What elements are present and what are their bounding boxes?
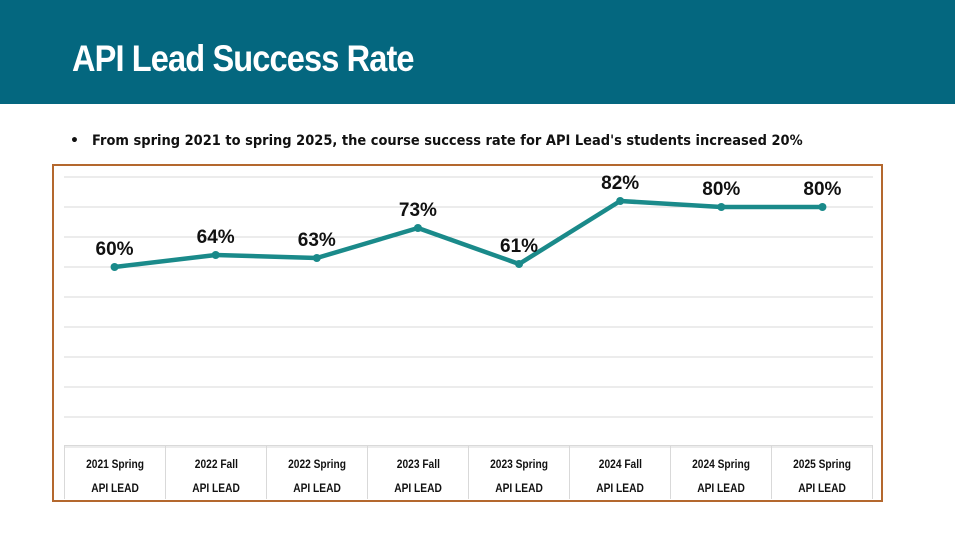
bullet-text: From spring 2021 to spring 2025, the cou… bbox=[92, 133, 803, 149]
category-cell: 2023 Fall API LEAD bbox=[367, 446, 468, 499]
category-group-label: API LEAD bbox=[495, 481, 543, 495]
category-group-label: API LEAD bbox=[293, 481, 341, 495]
data-label: 80% bbox=[702, 179, 740, 200]
category-label: 2021 Spring bbox=[86, 457, 144, 471]
category-label: 2023 Spring bbox=[490, 457, 548, 471]
bullet-point: • From spring 2021 to spring 2025, the c… bbox=[70, 133, 856, 149]
data-point bbox=[312, 254, 321, 262]
header-band: API Lead Success Rate bbox=[0, 0, 955, 104]
data-label: 60% bbox=[96, 239, 134, 260]
category-group-label: API LEAD bbox=[91, 481, 139, 495]
data-point bbox=[515, 260, 524, 268]
bullet-icon: • bbox=[70, 133, 79, 149]
data-point bbox=[717, 203, 726, 211]
category-cell: 2022 Fall API LEAD bbox=[165, 446, 266, 499]
category-cell: 2022 Spring API LEAD bbox=[266, 446, 367, 499]
category-axis-table: 2021 Spring API LEAD 2022 Fall API LEAD 2022… bbox=[64, 445, 873, 499]
category-label: 2025 Spring bbox=[793, 457, 851, 471]
category-label: 2023 Fall bbox=[396, 457, 440, 471]
category-cell: 2025 Spring API LEAD bbox=[771, 446, 873, 499]
category-label: 2022 Spring bbox=[288, 457, 346, 471]
data-label: 82% bbox=[601, 173, 639, 194]
category-cell: 2024 Fall API LEAD bbox=[569, 446, 670, 499]
data-label: 73% bbox=[399, 200, 437, 221]
category-label: 2024 Fall bbox=[598, 457, 642, 471]
data-label: 80% bbox=[803, 179, 841, 200]
category-cell: 2021 Spring API LEAD bbox=[64, 446, 165, 499]
series-line bbox=[114, 198, 823, 270]
chart-plot-area: 60% 64% 63% 73% 61% 82% 80% 80% bbox=[64, 173, 873, 448]
category-label: 2024 Spring bbox=[692, 457, 750, 471]
category-label: 2022 Fall bbox=[194, 457, 238, 471]
data-label: 63% bbox=[298, 230, 336, 251]
data-point bbox=[211, 251, 220, 259]
slide-title: API Lead Success Rate bbox=[72, 38, 415, 79]
category-group-label: API LEAD bbox=[192, 481, 240, 495]
data-point bbox=[110, 263, 119, 271]
line-chart: 60% 64% 63% 73% 61% 82% 80% 80% 2021 Spring API … bbox=[52, 164, 883, 502]
data-point bbox=[818, 203, 827, 211]
category-group-label: API LEAD bbox=[798, 481, 846, 495]
category-group-label: API LEAD bbox=[596, 481, 644, 495]
data-point bbox=[616, 197, 625, 205]
category-group-label: API LEAD bbox=[697, 481, 745, 495]
category-cell: 2023 Spring API LEAD bbox=[468, 446, 569, 499]
data-label: 64% bbox=[197, 227, 235, 248]
category-cell: 2024 Spring API LEAD bbox=[670, 446, 771, 499]
data-point bbox=[413, 224, 422, 232]
data-label: 61% bbox=[500, 236, 538, 257]
category-group-label: API LEAD bbox=[394, 481, 442, 495]
